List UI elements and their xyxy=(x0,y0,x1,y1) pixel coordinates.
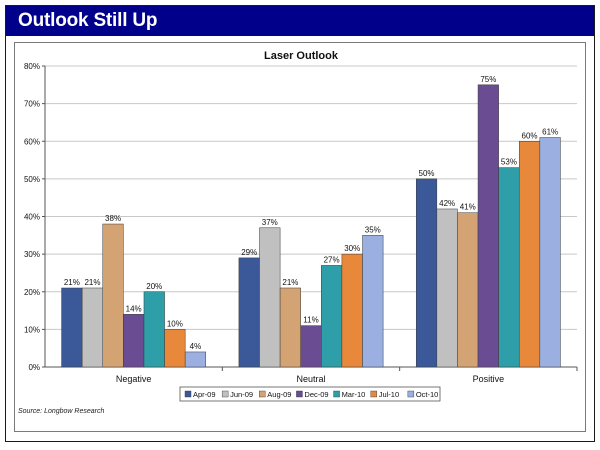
data-label: 21% xyxy=(64,278,80,287)
bar-Jun-09-Neutral[interactable] xyxy=(259,227,281,368)
legend-swatch xyxy=(370,390,377,398)
legend-swatch xyxy=(221,390,229,398)
bar-Mar-10-Positive[interactable] xyxy=(498,167,520,368)
title-banner: Outlook Still Up xyxy=(6,6,594,36)
data-label: 20% xyxy=(146,282,162,291)
chart-area: Laser Outlook 0% 10% 20% 30% 40% 50% 60% 70% 80% 2… xyxy=(14,42,586,432)
legend-swatch xyxy=(184,390,192,398)
data-label: 10% xyxy=(167,319,183,328)
legend-label: Jul-10 xyxy=(379,390,399,399)
y-tick-label: 80% xyxy=(24,62,40,71)
bar-Aug-09-Positive[interactable] xyxy=(457,212,479,368)
bar-Jun-09-Negative[interactable] xyxy=(81,287,104,368)
y-tick-label: 40% xyxy=(24,213,40,222)
legend-label: Apr-09 xyxy=(193,390,216,399)
data-label: 38% xyxy=(105,214,121,223)
y-tick-label: 0% xyxy=(28,363,40,372)
y-tick-label: 10% xyxy=(24,325,40,334)
bar-Oct-10-Negative[interactable] xyxy=(184,351,207,368)
bar-Dec-09-Positive[interactable] xyxy=(477,84,499,368)
source-note: Source: Longbow Research xyxy=(18,408,105,415)
data-label: 50% xyxy=(419,169,435,178)
bar-Apr-09-Positive[interactable] xyxy=(415,178,438,368)
data-label: 11% xyxy=(303,316,318,325)
bar-Mar-10-Neutral[interactable] xyxy=(321,265,343,368)
x-tick-label: Negative xyxy=(116,374,152,384)
legend-swatch xyxy=(259,390,266,398)
y-tick-label: 70% xyxy=(24,100,40,109)
slide-title: Outlook Still Up xyxy=(18,10,158,31)
bar-Aug-09-Neutral[interactable] xyxy=(279,287,301,368)
bar-Dec-09-Neutral[interactable] xyxy=(300,325,322,368)
legend-swatch xyxy=(407,390,415,398)
x-tick-label: Neutral xyxy=(296,374,325,384)
legend-swatch xyxy=(333,390,340,398)
y-tick-label: 30% xyxy=(24,250,40,259)
bar-Dec-09-Negative[interactable] xyxy=(123,314,145,368)
data-label: 29% xyxy=(241,248,257,257)
data-label: 35% xyxy=(365,225,381,234)
bar-Jul-10-Negative[interactable] xyxy=(164,329,186,368)
legend xyxy=(179,386,441,402)
data-label: 60% xyxy=(522,131,538,140)
bar-Mar-10-Negative[interactable] xyxy=(143,291,165,368)
data-label: 53% xyxy=(501,158,517,167)
legend-label: Jun-09 xyxy=(230,390,253,399)
data-label: 30% xyxy=(344,244,360,253)
bar-Apr-09-Neutral[interactable] xyxy=(238,257,260,368)
y-tick-label: 60% xyxy=(24,137,40,146)
chart-title: Laser Outlook xyxy=(264,50,339,62)
y-tick-label: 50% xyxy=(24,175,40,184)
data-label: 41% xyxy=(460,203,476,212)
bar-Jul-10-Positive[interactable] xyxy=(518,141,541,368)
legend-label: Aug-09 xyxy=(267,390,291,399)
bar-Aug-09-Negative[interactable] xyxy=(102,223,124,368)
data-label: 75% xyxy=(480,75,496,84)
legend-swatch xyxy=(296,390,303,398)
y-tick-label: 20% xyxy=(24,288,40,297)
bar-Apr-09-Negative[interactable] xyxy=(61,287,83,368)
data-label: 37% xyxy=(262,218,278,227)
bar-Jul-10-Neutral[interactable] xyxy=(341,253,363,368)
legend-label: Mar-10 xyxy=(342,390,366,399)
data-label: 4% xyxy=(190,342,202,351)
bar-Jun-09-Positive[interactable] xyxy=(436,208,458,368)
data-label: 27% xyxy=(324,255,340,264)
bar-Oct-10-Neutral[interactable] xyxy=(362,235,384,368)
bar-chart: Laser Outlook 0% 10% 20% 30% 40% 50% 60% 70% 80% 2… xyxy=(24,50,578,402)
legend-label: Oct-10 xyxy=(416,390,439,399)
data-label: 42% xyxy=(439,199,455,208)
x-tick-label: Positive xyxy=(473,374,505,384)
bar-Oct-10-Positive[interactable] xyxy=(539,137,561,368)
data-label: 21% xyxy=(282,278,298,287)
data-label: 61% xyxy=(542,127,558,136)
data-label: 21% xyxy=(84,278,100,287)
legend-label: Dec-09 xyxy=(304,390,328,399)
data-label: 14% xyxy=(126,304,142,313)
